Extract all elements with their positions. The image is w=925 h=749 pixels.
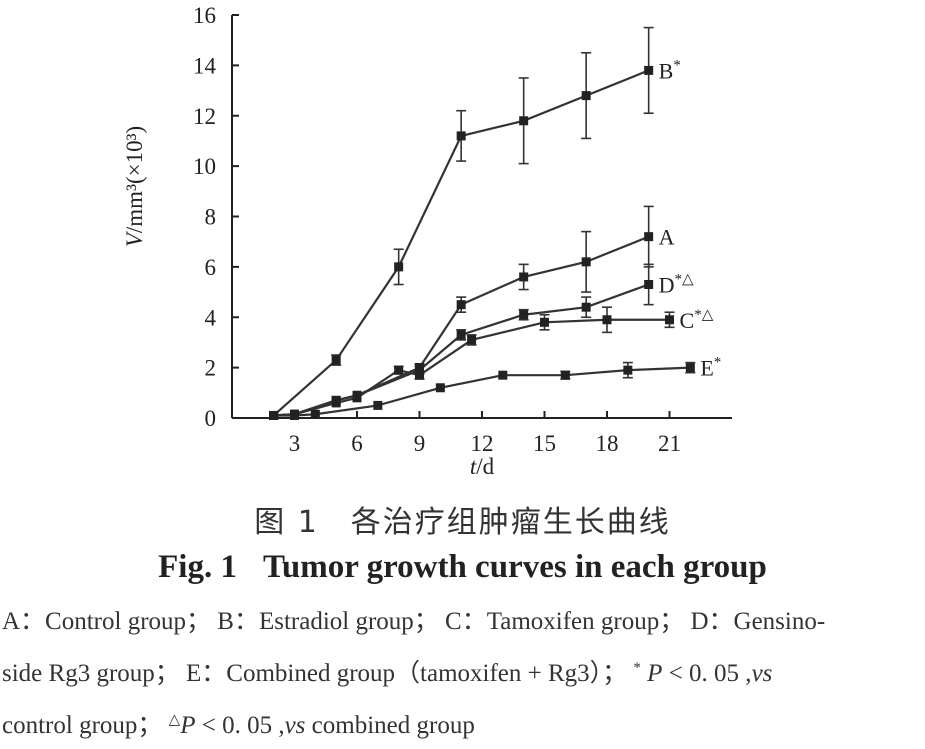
data-point xyxy=(644,232,654,242)
data-point xyxy=(540,317,549,327)
x-tick-label: 18 xyxy=(596,431,619,456)
x-axis-label: t/d xyxy=(470,454,495,479)
figure-title: Tumor growth curves in each group xyxy=(262,549,767,585)
data-point xyxy=(310,409,320,419)
series-label: C*△ xyxy=(680,307,714,333)
series-label: E* xyxy=(700,355,721,381)
y-tick-label: 2 xyxy=(205,356,217,381)
data-point xyxy=(602,315,612,325)
data-point xyxy=(269,410,279,420)
data-point xyxy=(331,355,341,365)
figure-number: Fig. 1 xyxy=(158,549,237,585)
y-tick-label: 4 xyxy=(205,305,217,330)
data-point xyxy=(456,330,466,340)
series-label: D*△ xyxy=(659,272,694,298)
y-tick-label: 16 xyxy=(193,3,216,28)
data-point xyxy=(685,363,695,373)
data-point xyxy=(352,393,362,403)
data-point xyxy=(581,302,591,312)
data-point xyxy=(394,262,404,272)
data-point xyxy=(435,383,445,393)
data-point xyxy=(394,365,404,375)
x-tick-label: 6 xyxy=(351,431,363,456)
y-tick-label: 0 xyxy=(205,406,217,431)
data-point xyxy=(519,272,529,282)
data-point xyxy=(623,365,633,375)
data-point xyxy=(498,370,508,380)
data-point xyxy=(290,410,299,420)
data-point xyxy=(373,400,383,410)
y-tick-label: 10 xyxy=(193,154,216,179)
data-point xyxy=(331,398,341,408)
x-tick-label: 12 xyxy=(471,431,494,456)
x-tick-label: 21 xyxy=(658,431,681,456)
data-point xyxy=(415,365,424,375)
data-point xyxy=(467,335,477,345)
data-point xyxy=(519,310,529,320)
data-point xyxy=(644,280,654,290)
series-line xyxy=(273,235,650,417)
data-point xyxy=(560,370,570,380)
y-axis-label: V/mm³(×10³) xyxy=(122,126,147,247)
y-tick-label: 14 xyxy=(193,53,217,78)
legend-note: A：Control group； B：Estradiol group； C：Ta… xyxy=(2,598,922,749)
series-line xyxy=(273,318,670,417)
series-label: B* xyxy=(659,57,681,83)
data-point xyxy=(456,131,466,141)
x-tick-label: 9 xyxy=(414,431,426,456)
caption-english: Fig. 1 Tumor growth curves in each group xyxy=(0,549,925,586)
y-tick-label: 12 xyxy=(193,104,216,129)
legend-line-3: control group； △P < 0. 05 ,vs combined g… xyxy=(2,712,475,739)
data-point xyxy=(415,370,424,380)
data-point xyxy=(665,315,674,325)
legend-line-1: A：Control group； B：Estradiol group； C：Ta… xyxy=(2,608,826,635)
x-tick-label: 3 xyxy=(289,431,301,456)
y-tick-label: 8 xyxy=(205,205,217,230)
data-point xyxy=(456,300,466,310)
tumor-growth-chart: 0 2 4 6 8 10 12 14 16 3 6 9 12 15 18 21 t/d V/mm³(×10³) B*… xyxy=(122,3,732,479)
data-point xyxy=(644,65,654,75)
data-point xyxy=(581,91,591,101)
caption-chinese: 图 1 各治疗组肿瘤生长曲线 xyxy=(254,505,671,540)
data-point xyxy=(519,116,529,126)
series-label: A xyxy=(659,225,675,250)
data-point xyxy=(581,257,591,267)
legend-line-2: side Rg3 group； E：Combined group（tamoxif… xyxy=(2,660,773,687)
y-tick-label: 6 xyxy=(205,255,217,280)
x-tick-label: 15 xyxy=(533,431,556,456)
